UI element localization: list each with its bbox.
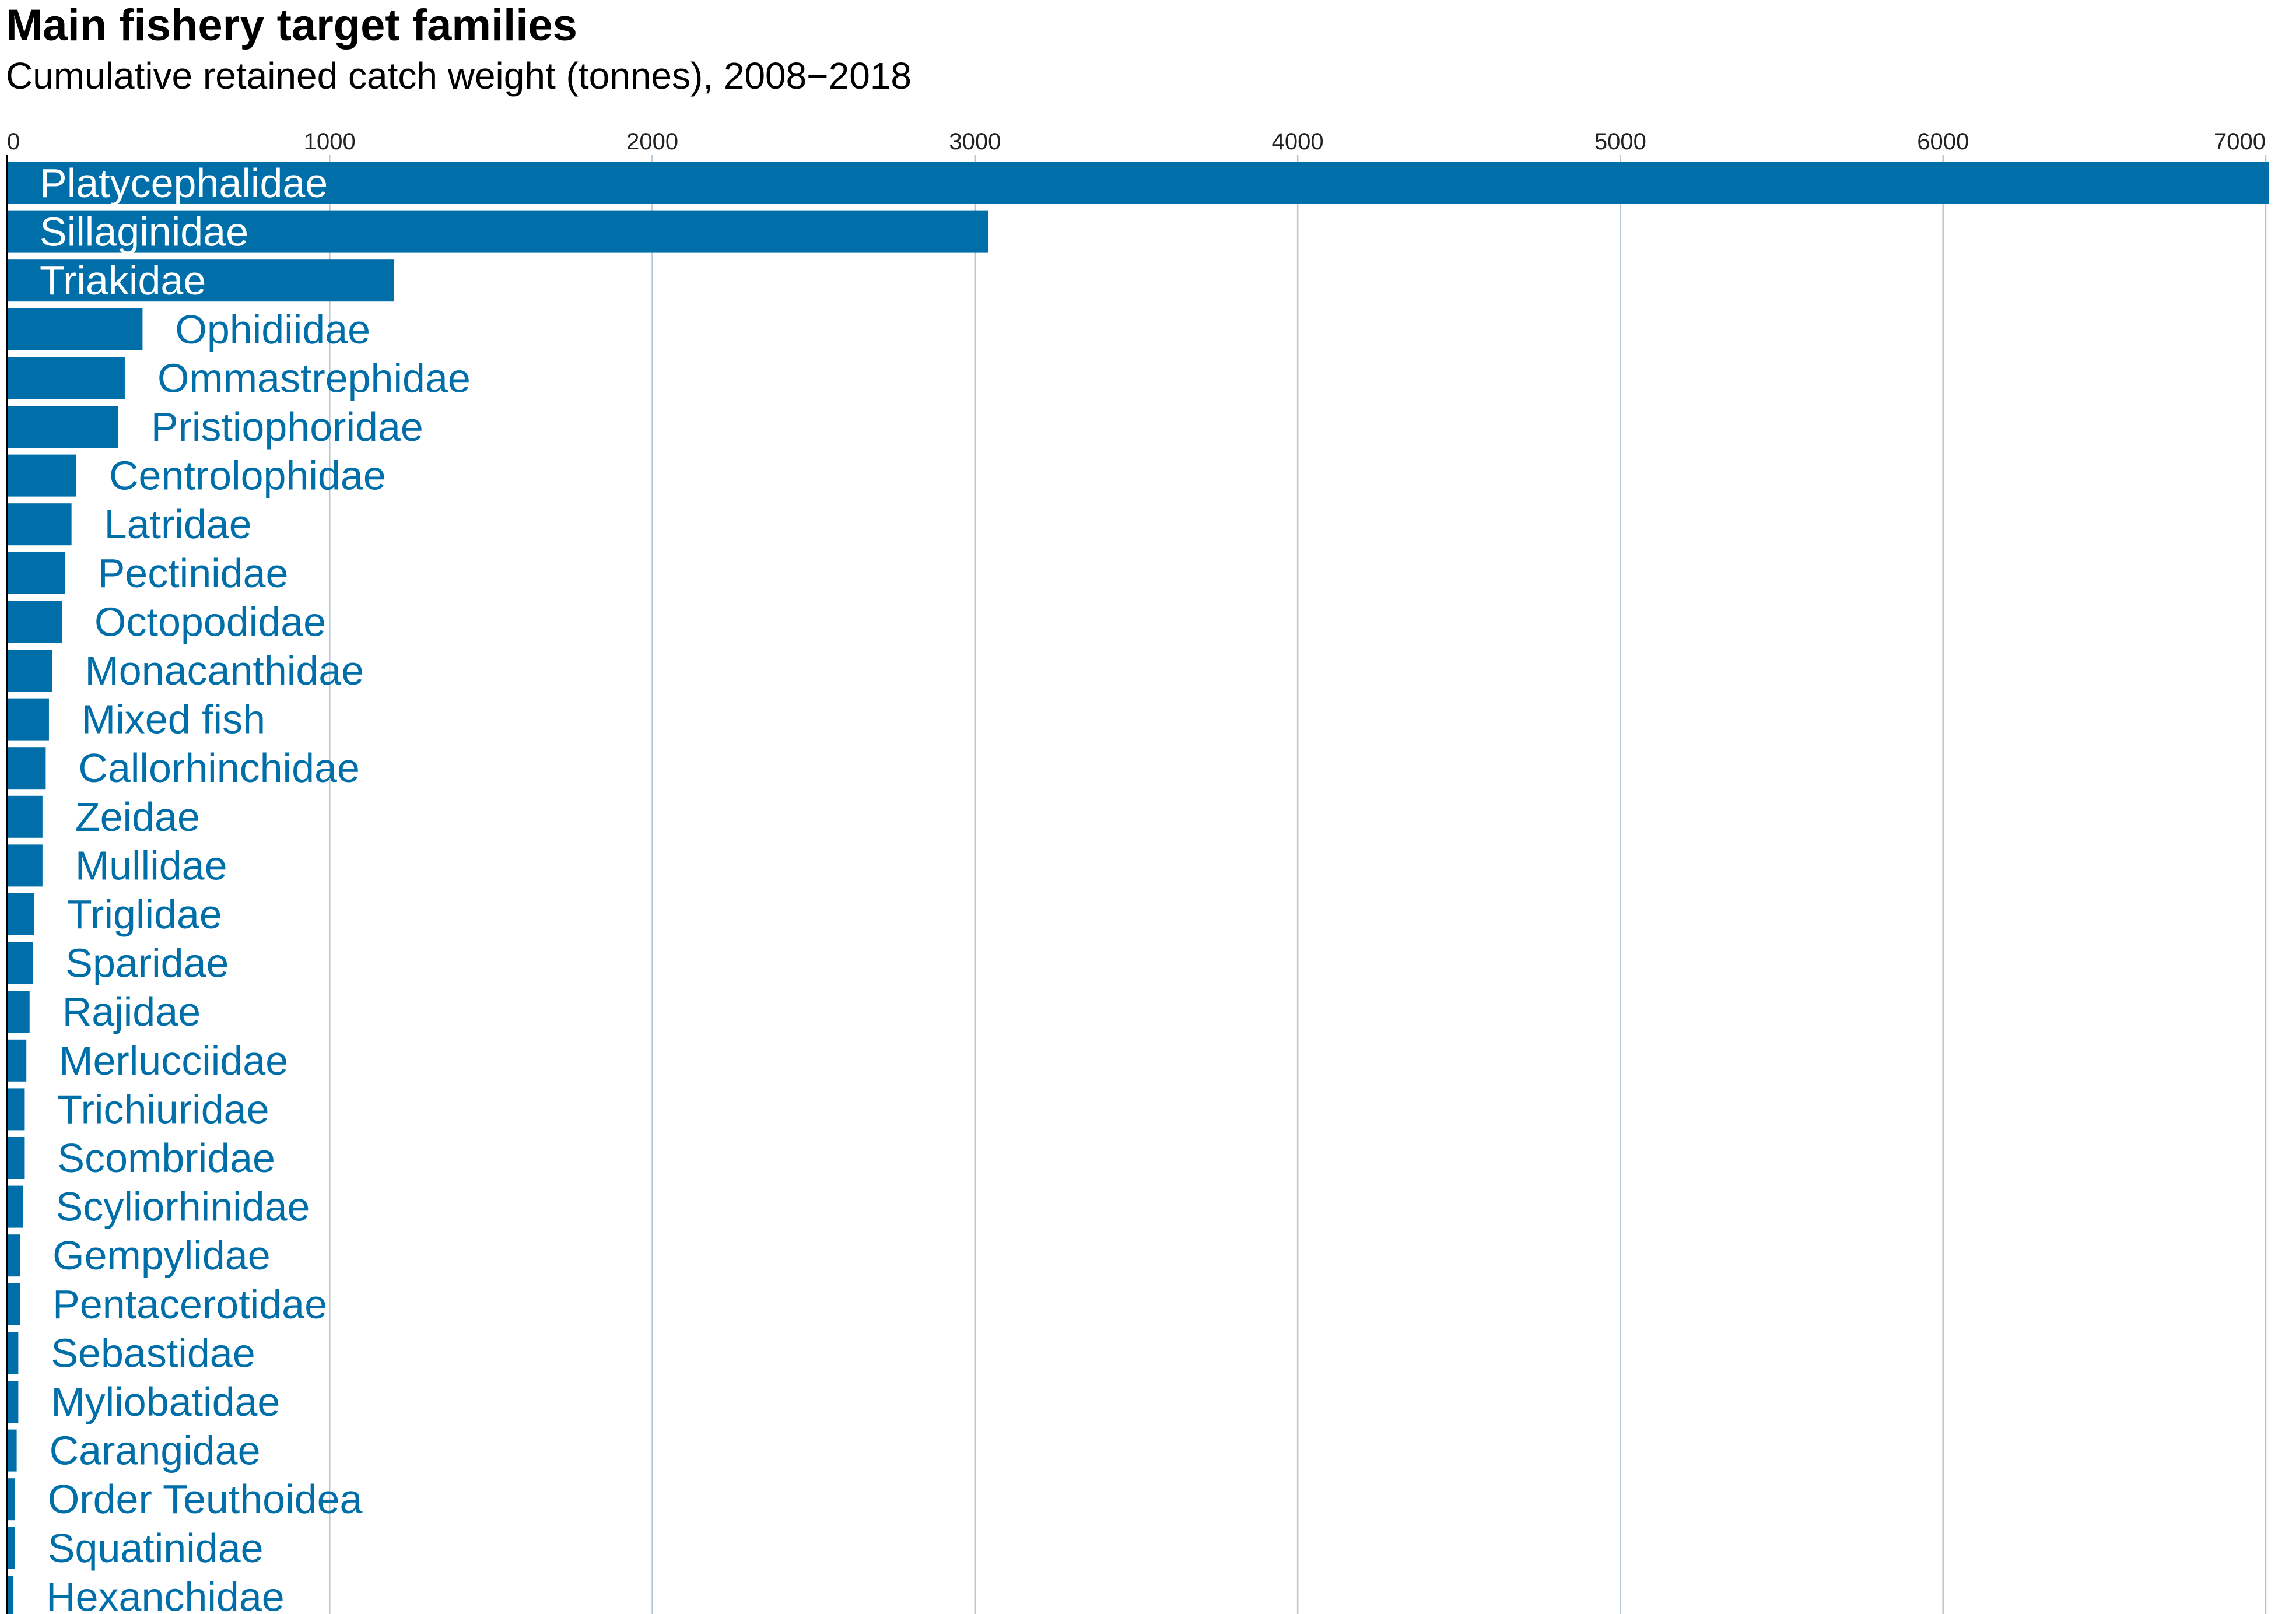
- category-label: Zeidae: [75, 794, 200, 840]
- bar: [7, 1429, 17, 1472]
- bar: [7, 454, 76, 497]
- chart-subtitle: Cumulative retained catch weight (tonnes…: [6, 55, 912, 97]
- category-label: Sillaginidae: [40, 209, 248, 255]
- bar: [7, 698, 49, 741]
- bar: [7, 795, 43, 838]
- category-label: Callorhinchidae: [78, 745, 360, 791]
- bar: [7, 747, 46, 790]
- category-label: Order Teuthoidea: [48, 1476, 363, 1522]
- bar: [7, 1039, 27, 1082]
- bar: [7, 503, 72, 546]
- x-tick-label: 1000: [304, 129, 356, 155]
- bar: [7, 406, 118, 448]
- bar: [7, 1137, 25, 1179]
- bar: [7, 259, 394, 302]
- category-label: Octopodidae: [94, 599, 326, 644]
- category-label: Trichiuridae: [57, 1086, 269, 1132]
- category-label: Platycephalidae: [40, 160, 328, 206]
- category-label: Monacanthidae: [85, 648, 364, 693]
- x-tick-label: 6000: [1917, 129, 1969, 155]
- category-label: Myliobatidae: [51, 1379, 280, 1424]
- bar: [7, 1381, 19, 1423]
- bars: [7, 162, 2269, 1614]
- category-label: Carangidae: [50, 1428, 261, 1473]
- bar: [7, 308, 143, 350]
- bar: [7, 991, 30, 1033]
- category-label: Centrolophidae: [109, 453, 386, 499]
- grid-lines: [329, 155, 2267, 1614]
- x-tick-label: 2000: [626, 129, 678, 155]
- category-label: Ophidiidae: [175, 307, 370, 352]
- category-label: Mullidae: [75, 843, 227, 888]
- category-labels: PlatycephalidaeSillaginidaeTriakidaeOphi…: [40, 160, 471, 1614]
- category-label: Triakidae: [40, 258, 206, 303]
- x-tick-label: 0: [7, 129, 20, 155]
- bar: [7, 942, 33, 984]
- category-label: Triglidae: [67, 892, 222, 937]
- x-tick-label: 3000: [949, 129, 1001, 155]
- bar: [7, 1332, 19, 1374]
- x-tick-label: 5000: [1594, 129, 1646, 155]
- bar: [7, 1283, 20, 1325]
- category-label: Sebastidae: [51, 1330, 255, 1376]
- bar: [7, 1478, 15, 1521]
- bar: [7, 552, 65, 594]
- bar: [7, 1527, 15, 1569]
- category-label: Ommastrephidae: [157, 355, 471, 401]
- category-label: Latridae: [104, 501, 252, 547]
- category-label: Gempylidae: [52, 1233, 271, 1278]
- category-label: Mixed fish: [82, 697, 265, 742]
- category-label: Merlucciidae: [59, 1038, 288, 1083]
- bar: [7, 1088, 25, 1131]
- bar: [7, 601, 62, 643]
- bar: [7, 1576, 14, 1614]
- bar: [7, 1185, 23, 1228]
- bar: [7, 893, 35, 935]
- category-label: Squatinidae: [48, 1525, 264, 1571]
- category-label: Hexanchidae: [46, 1574, 285, 1614]
- category-label: Sparidae: [65, 941, 229, 986]
- x-tick-label: 7000: [2214, 129, 2266, 155]
- bar: [7, 650, 52, 692]
- bar: [7, 1234, 20, 1277]
- bar: [7, 162, 2269, 204]
- category-label: Scombridae: [57, 1135, 275, 1181]
- chart-title: Main fishery target families: [6, 1, 577, 50]
- category-label: Pentacerotidae: [52, 1282, 327, 1327]
- category-label: Pristiophoridae: [151, 404, 423, 450]
- bar: [7, 357, 125, 399]
- category-label: Pectinidae: [98, 550, 289, 596]
- category-label: Rajidae: [62, 989, 201, 1034]
- category-label: Scyliorhinidae: [56, 1184, 310, 1230]
- bar: [7, 210, 988, 253]
- bar: [7, 844, 43, 887]
- x-tick-label: 4000: [1272, 129, 1324, 155]
- x-axis-ticks: 0 1000 2000 3000 4000 5000 6000 7000: [7, 129, 2266, 155]
